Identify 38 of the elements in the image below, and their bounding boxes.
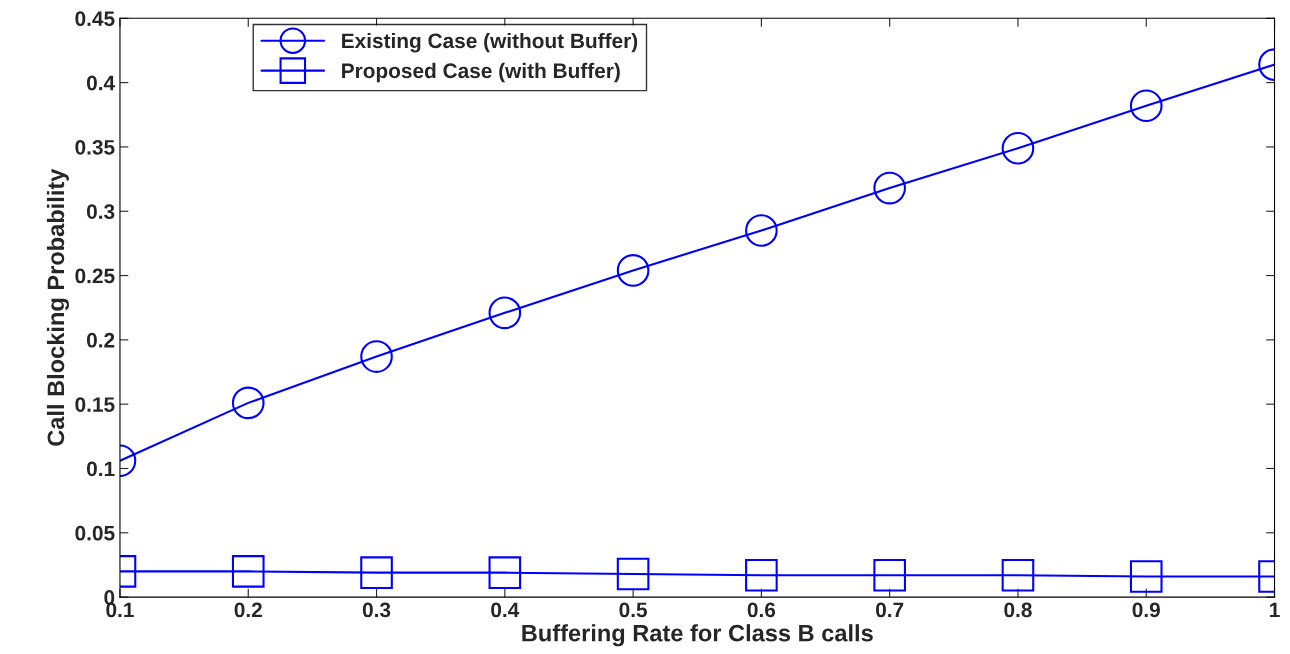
point (488, 556, 522, 589)
y-tick-label: 0.1 (86, 461, 115, 477)
y-tick-label: 0.25 (75, 268, 115, 284)
point (1129, 560, 1163, 593)
x-tick-label: 0.3 (362, 602, 391, 618)
point (360, 556, 393, 589)
point (360, 340, 393, 373)
x-tick-label: 0.6 (747, 602, 776, 618)
point (745, 214, 778, 247)
point (1001, 131, 1035, 165)
y-tick-label: 0.4 (86, 75, 115, 91)
y-tick-label: 0.05 (75, 525, 115, 541)
point (1001, 558, 1035, 592)
point (488, 296, 522, 330)
point (231, 555, 265, 588)
point (1129, 89, 1163, 123)
x-tick-label: 0.7 (876, 602, 904, 618)
x-tick-label: 1 (1270, 602, 1280, 618)
y-tick-label: 0.3 (86, 204, 115, 220)
y-tick-label: 0.15 (75, 397, 115, 412)
legend-label: Existing Case (without Buffer) (342, 32, 638, 53)
point (616, 557, 650, 591)
y-tick-label: 0.45 (75, 11, 115, 27)
y-axis-title: Call Blocking Probability (46, 168, 70, 446)
point (231, 386, 265, 420)
x-tick-label: 0.9 (1132, 602, 1160, 618)
x-axis-title: Buffering Rate for Class B calls (522, 624, 873, 647)
y-tick-label: 0.35 (75, 139, 115, 155)
x-tick-label: 0.5 (619, 602, 647, 618)
point (616, 254, 650, 287)
point (873, 171, 906, 205)
legend-label: Proposed Case (with Buffer) (342, 62, 620, 83)
x-tick-label: 0.4 (491, 602, 520, 618)
point (873, 558, 906, 592)
y-tick-label: 0.2 (86, 332, 115, 348)
x-tick-label: 0.8 (1004, 602, 1032, 618)
point (745, 558, 778, 592)
x-tick-label: 0.2 (234, 602, 262, 618)
